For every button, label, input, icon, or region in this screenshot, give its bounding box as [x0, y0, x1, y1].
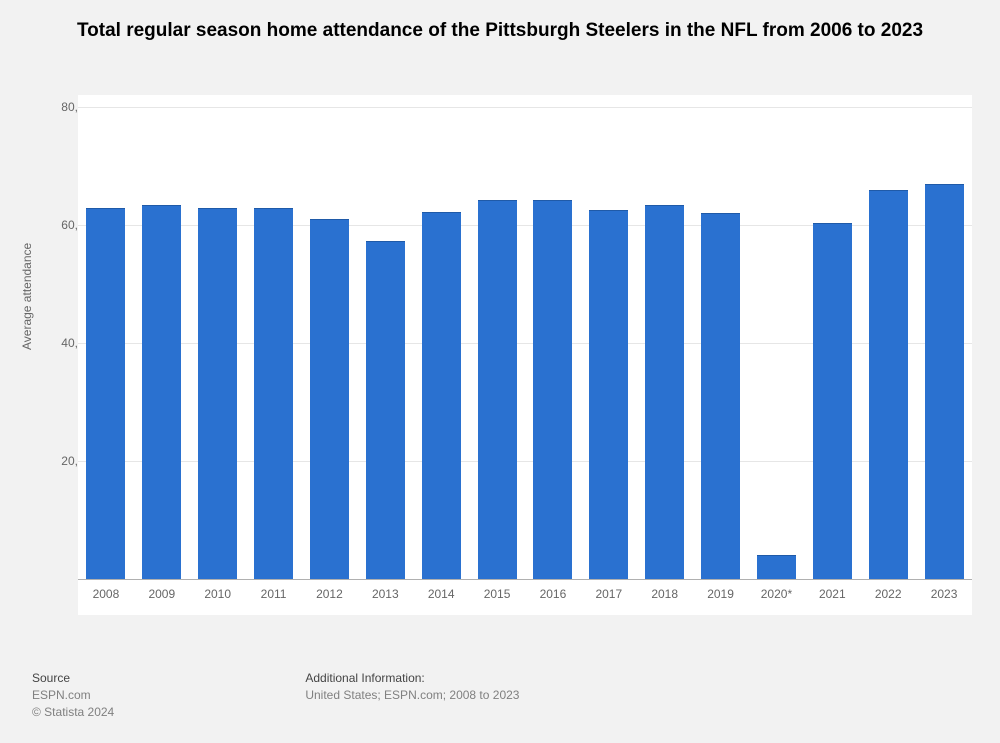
- bar-slot: [525, 107, 581, 579]
- x-tick-label: 2020*: [749, 587, 805, 601]
- bar-slot: [581, 107, 637, 579]
- bar: [533, 200, 572, 579]
- x-tick-label: 2023: [916, 587, 972, 601]
- bar: [478, 200, 517, 579]
- bar: [757, 555, 796, 579]
- bar-slot: [860, 107, 916, 579]
- bar: [645, 205, 684, 579]
- bar: [198, 208, 237, 579]
- x-tick-label: 2012: [302, 587, 358, 601]
- bar-slot: [469, 107, 525, 579]
- x-tick-label: 2013: [357, 587, 413, 601]
- bar: [813, 223, 852, 579]
- x-tick-label: 2010: [190, 587, 246, 601]
- x-tick-label: 2008: [78, 587, 134, 601]
- bar-slot: [357, 107, 413, 579]
- footer-additional: Additional Information: United States; E…: [305, 671, 705, 704]
- bar-slot: [302, 107, 358, 579]
- x-tick-label: 2014: [413, 587, 469, 601]
- axis-baseline: [78, 579, 972, 580]
- chart-plot-area: 2008200920102011201220132014201520162017…: [78, 95, 972, 615]
- x-tick-label: 2011: [246, 587, 302, 601]
- bar: [254, 208, 293, 579]
- bar: [86, 208, 125, 579]
- x-tick-label: 2022: [860, 587, 916, 601]
- bar-slot: [246, 107, 302, 579]
- bar-slot: [749, 107, 805, 579]
- chart-container: Total regular season home attendance of …: [0, 0, 1000, 743]
- source-label: Source: [32, 671, 302, 685]
- bar-slot: [413, 107, 469, 579]
- bar-slot: [78, 107, 134, 579]
- x-tick-label: 2016: [525, 587, 581, 601]
- x-tick-label: 2009: [134, 587, 190, 601]
- additional-line: United States; ESPN.com; 2008 to 2023: [305, 687, 705, 704]
- bar-slot: [190, 107, 246, 579]
- footer-source: Source ESPN.com © Statista 2024: [32, 671, 302, 721]
- bar: [310, 219, 349, 579]
- bars-group: [78, 107, 972, 579]
- additional-label: Additional Information:: [305, 671, 705, 685]
- x-tick-label: 2021: [804, 587, 860, 601]
- bar-slot: [637, 107, 693, 579]
- bar: [366, 241, 405, 579]
- chart-title: Total regular season home attendance of …: [0, 0, 1000, 52]
- x-tick-label: 2017: [581, 587, 637, 601]
- x-tick-label: 2015: [469, 587, 525, 601]
- bar: [869, 190, 908, 579]
- source-line: ESPN.com: [32, 687, 302, 704]
- bar: [422, 212, 461, 579]
- bar: [142, 205, 181, 579]
- chart-footer: Source ESPN.com © Statista 2024 Addition…: [32, 671, 972, 721]
- y-axis-title: Average attendance: [20, 243, 34, 350]
- bar: [701, 213, 740, 579]
- bar-slot: [804, 107, 860, 579]
- bar-slot: [916, 107, 972, 579]
- bar-slot: [693, 107, 749, 579]
- bar-slot: [134, 107, 190, 579]
- source-line: © Statista 2024: [32, 704, 302, 721]
- x-axis-labels: 2008200920102011201220132014201520162017…: [78, 587, 972, 601]
- bar: [925, 184, 964, 579]
- bar: [589, 210, 628, 579]
- x-tick-label: 2019: [693, 587, 749, 601]
- x-tick-label: 2018: [637, 587, 693, 601]
